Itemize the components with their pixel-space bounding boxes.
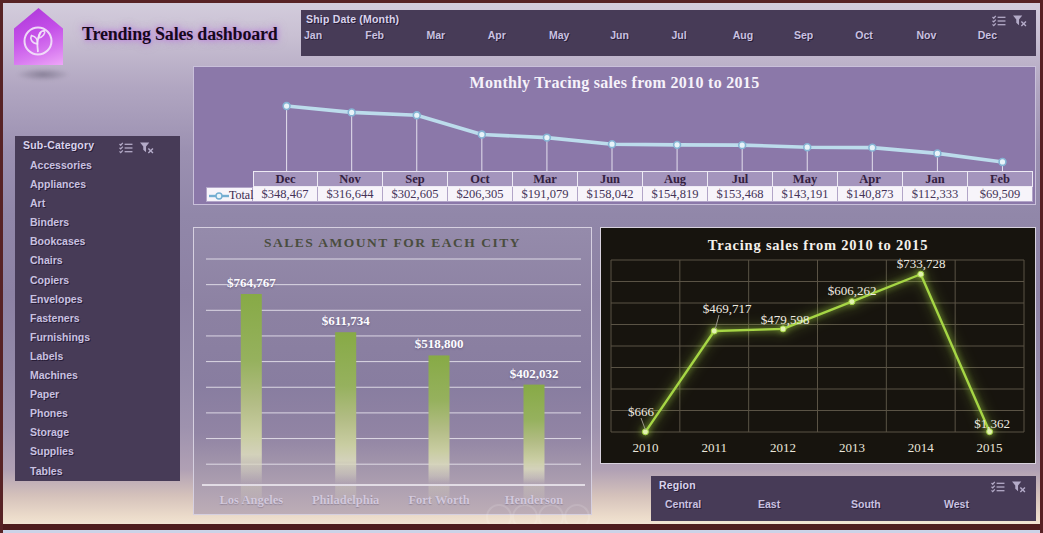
- month-header-jun: Jun: [578, 171, 643, 187]
- sub-category-paper[interactable]: Paper: [15, 385, 180, 404]
- monthly-data-table: DecNovSepOctMarJunAugJulMayAprJanFeb Tota…: [206, 171, 1033, 202]
- month-header-apr: Apr: [838, 171, 903, 187]
- month-header-dec: Dec: [253, 171, 318, 187]
- month-value: $143,191: [773, 187, 838, 202]
- sub-category-furnishings[interactable]: Furnishings: [15, 328, 180, 347]
- month-header-jan: Jan: [903, 171, 968, 187]
- month-value: $302,605: [383, 187, 448, 202]
- year-value-label: $606,262: [802, 283, 902, 299]
- year-axis-label: 2015: [955, 440, 1025, 456]
- year-value-label: $479,598: [735, 312, 835, 328]
- flower-icon: [20, 23, 57, 60]
- ship-date-slicer-title: Ship Date (Month): [306, 13, 399, 25]
- month-value: $153,468: [708, 187, 773, 202]
- month-header-jul: Jul: [708, 171, 773, 187]
- month-value: $316,644: [318, 187, 383, 202]
- region-slicer-title: Region: [659, 479, 696, 491]
- year-value-label: $733,728: [871, 256, 971, 272]
- ship-date-month-oct[interactable]: Oct: [852, 29, 913, 41]
- month-header-nov: Nov: [318, 171, 383, 187]
- bar-value-label: $764,767: [196, 275, 306, 291]
- ship-date-month-dec[interactable]: Dec: [975, 29, 1036, 41]
- year-axis-label: 2011: [679, 440, 749, 456]
- month-value: $191,079: [513, 187, 578, 202]
- year-axis-label: 2012: [748, 440, 818, 456]
- month-header-mar: Mar: [513, 171, 578, 187]
- month-header-feb: Feb: [968, 171, 1033, 187]
- city-sales-chart: SALES AMOUNT FOR EACH CITY $764,767Los A…: [193, 227, 592, 515]
- year-axis-label: 2014: [886, 440, 956, 456]
- ship-date-month-may[interactable]: May: [546, 29, 607, 41]
- dashboard-page: Trending Sales dashboard Ship Date (Mont…: [0, 0, 1043, 533]
- region-central[interactable]: Central: [659, 498, 752, 510]
- sub-category-chairs[interactable]: Chairs: [15, 251, 180, 270]
- legend-label: Total: [229, 188, 254, 202]
- sub-category-storage[interactable]: Storage: [15, 423, 180, 442]
- month-header-aug: Aug: [643, 171, 708, 187]
- multi-select-icon[interactable]: [119, 142, 133, 154]
- region-slicer: Region CentralEastSouthWest: [651, 476, 1036, 521]
- region-south[interactable]: South: [845, 498, 938, 510]
- year-axis-label: 2010: [610, 440, 680, 456]
- logo-shadow: [16, 68, 70, 81]
- month-value: $154,819: [643, 187, 708, 202]
- sub-category-machines[interactable]: Machines: [15, 366, 180, 385]
- multi-select-icon[interactable]: [992, 15, 1006, 27]
- sub-category-binders[interactable]: Binders: [15, 213, 180, 232]
- ship-date-month-jan[interactable]: Jan: [301, 29, 362, 41]
- series-legend: Total: [206, 187, 253, 202]
- ship-date-month-jun[interactable]: Jun: [607, 29, 668, 41]
- region-east[interactable]: East: [752, 498, 845, 510]
- ship-date-slicer: Ship Date (Month) JanFebMarAprMayJunJulA…: [301, 10, 1036, 56]
- month-value: $206,305: [448, 187, 513, 202]
- app-logo: [14, 8, 63, 65]
- sub-category-slicer: Sub-Category AccessoriesAppliancesArtBin…: [15, 136, 180, 481]
- ship-date-month-feb[interactable]: Feb: [362, 29, 423, 41]
- year-value-label: $1,362: [942, 416, 1042, 432]
- page-title: Trending Sales dashboard: [82, 24, 278, 45]
- sub-category-fasteners[interactable]: Fasteners: [15, 309, 180, 328]
- ship-date-month-sep[interactable]: Sep: [791, 29, 852, 41]
- sub-category-slicer-title: Sub-Category: [23, 139, 94, 151]
- yearly-sales-chart: Tracing sales from 2010 to 2015 $666$469…: [600, 227, 1036, 464]
- ship-date-month-apr[interactable]: Apr: [485, 29, 546, 41]
- total-series-marker: [209, 192, 229, 200]
- sub-category-copiers[interactable]: Copiers: [15, 271, 180, 290]
- ship-date-month-jul[interactable]: Jul: [669, 29, 730, 41]
- month-header-sep: Sep: [383, 171, 448, 187]
- clear-filter-icon[interactable]: [1012, 15, 1027, 27]
- month-header-may: May: [773, 171, 838, 187]
- region-west[interactable]: West: [938, 498, 1031, 510]
- ship-date-month-aug[interactable]: Aug: [730, 29, 791, 41]
- multi-select-icon[interactable]: [991, 481, 1005, 493]
- city-axis-label: Fort Worth: [384, 493, 494, 508]
- month-value: $112,333: [903, 187, 968, 202]
- sub-category-appliances[interactable]: Appliances: [15, 175, 180, 194]
- sub-category-envelopes[interactable]: Envelopes: [15, 290, 180, 309]
- sub-category-accessories[interactable]: Accessories: [15, 156, 180, 175]
- year-value-label: $666: [591, 404, 691, 420]
- month-header-oct: Oct: [448, 171, 513, 187]
- clear-filter-icon[interactable]: [139, 142, 154, 154]
- month-value: $158,042: [578, 187, 643, 202]
- month-value: $348,467: [253, 187, 318, 202]
- bar-value-label: $518,800: [384, 336, 494, 352]
- sub-category-supplies[interactable]: Supplies: [15, 442, 180, 461]
- bar-value-label: $611,734: [291, 313, 401, 329]
- clear-filter-icon[interactable]: [1011, 481, 1026, 493]
- ship-date-month-nov[interactable]: Nov: [914, 29, 975, 41]
- sub-category-phones[interactable]: Phones: [15, 404, 180, 423]
- table-corner: [206, 171, 253, 187]
- monthly-sales-chart: Monthly Tracing sales from 2010 to 2015 …: [193, 66, 1036, 205]
- sub-category-labels[interactable]: Labels: [15, 347, 180, 366]
- month-value: $69,509: [968, 187, 1033, 202]
- year-axis-label: 2013: [817, 440, 887, 456]
- month-value: $140,873: [838, 187, 903, 202]
- bar-value-label: $402,032: [479, 366, 589, 382]
- sub-category-art[interactable]: Art: [15, 194, 180, 213]
- sub-category-tables[interactable]: Tables: [15, 462, 180, 481]
- sub-category-bookcases[interactable]: Bookcases: [15, 232, 180, 251]
- ship-date-month-mar[interactable]: Mar: [424, 29, 485, 41]
